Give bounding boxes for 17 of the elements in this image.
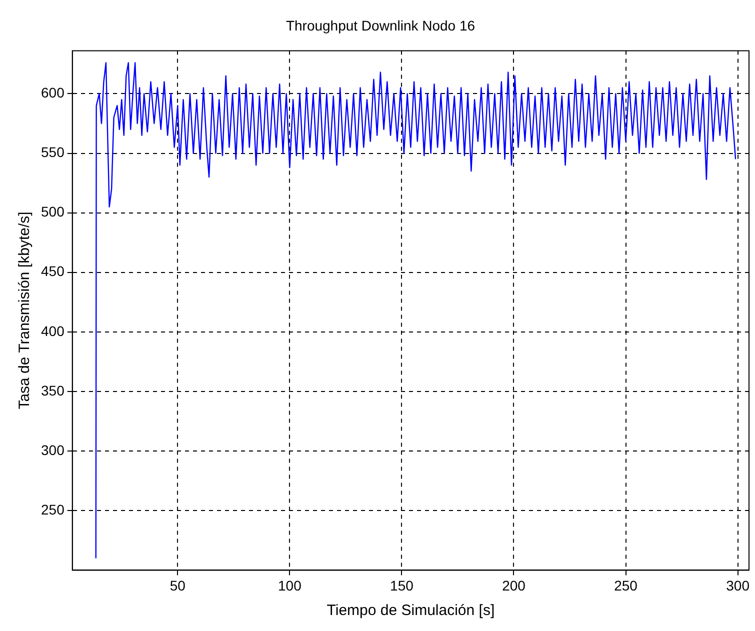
x-axis-title: Tiempo de Simulación [s] (326, 602, 495, 620)
x-tick-label: 100 (278, 577, 302, 594)
x-tick-label: 250 (614, 577, 638, 594)
x-tick-label: 150 (390, 577, 414, 594)
y-tick-label: 400 (41, 322, 65, 339)
y-tick-label: 300 (41, 442, 65, 458)
x-tick-label: 200 (502, 577, 526, 594)
y-tick-label: 600 (41, 84, 65, 101)
y-axis-title: Tasa de Transmisión [kbyte/s] (16, 212, 34, 410)
chart-title: Throughput Downlink Nodo 16 (286, 17, 476, 34)
x-tick-label: 50 (170, 577, 186, 594)
x-tick-label: 300 (726, 577, 750, 594)
y-tick-label: 250 (41, 501, 65, 518)
y-tick-label: 450 (41, 263, 65, 280)
y-tick-label: 550 (41, 144, 65, 160)
y-tick-label: 350 (41, 382, 65, 398)
y-tick-label: 500 (41, 204, 65, 220)
